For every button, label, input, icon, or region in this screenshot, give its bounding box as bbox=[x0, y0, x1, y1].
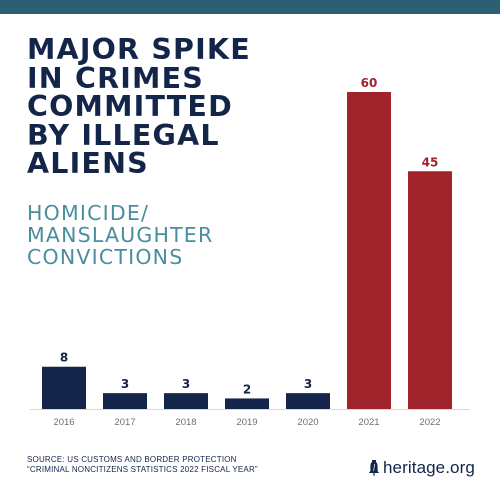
x-tick-label-2022: 2022 bbox=[419, 417, 440, 428]
liberty-bell-icon bbox=[368, 460, 380, 476]
headline-line: BY ILLEGAL bbox=[27, 118, 220, 152]
source-note: SOURCE: US CUSTOMS AND BORDER PROTECTION… bbox=[27, 455, 258, 475]
headline: MAJOR SPIKE IN CRIMES COMMITTED BY ILLEG… bbox=[27, 33, 327, 180]
data-label-2016: 8 bbox=[60, 351, 68, 365]
top-accent-bar bbox=[0, 0, 500, 14]
bar-2017 bbox=[103, 393, 147, 409]
data-label-2020: 3 bbox=[304, 377, 312, 391]
bar-2018 bbox=[164, 393, 208, 409]
subheading-line: HOMICIDE/ bbox=[27, 201, 150, 225]
x-tick-label-2017: 2017 bbox=[114, 417, 135, 428]
x-tick-label-2016: 2016 bbox=[53, 417, 74, 428]
x-tick-label-2019: 2019 bbox=[236, 417, 257, 428]
brand: heritage.org bbox=[368, 457, 475, 479]
subheading-line: MANSLAUGHTER bbox=[27, 223, 214, 247]
bar-2021 bbox=[347, 92, 391, 409]
headline-line: ALIENS bbox=[27, 147, 149, 180]
data-label-2019: 2 bbox=[243, 382, 251, 396]
data-label-2018: 3 bbox=[182, 377, 190, 391]
headline-line: MAJOR SPIKE bbox=[27, 33, 251, 66]
data-label-2017: 3 bbox=[121, 377, 129, 391]
x-tick-label-2021: 2021 bbox=[358, 417, 379, 428]
headline-line: COMMITTED bbox=[27, 90, 233, 123]
x-tick-label-2018: 2018 bbox=[175, 417, 196, 428]
bar-2020 bbox=[286, 393, 330, 409]
bar-2022 bbox=[408, 171, 452, 409]
subheading-line: CONVICTIONS bbox=[27, 245, 184, 269]
brand-name: heritage.org bbox=[383, 458, 475, 477]
x-tick-label-2020: 2020 bbox=[297, 417, 318, 428]
data-label-2021: 60 bbox=[361, 76, 378, 90]
subheading: HOMICIDE/ MANSLAUGHTER CONVICTIONS bbox=[27, 202, 327, 268]
source-line: “CRIMINAL NONCITIZENS STATISTICS 2022 FI… bbox=[27, 465, 258, 474]
source-line: SOURCE: US CUSTOMS AND BORDER PROTECTION bbox=[27, 455, 237, 464]
data-label-2022: 45 bbox=[422, 155, 439, 169]
bar-2019 bbox=[225, 398, 269, 409]
bar-2016 bbox=[42, 366, 86, 409]
headline-line: IN CRIMES bbox=[27, 61, 204, 95]
